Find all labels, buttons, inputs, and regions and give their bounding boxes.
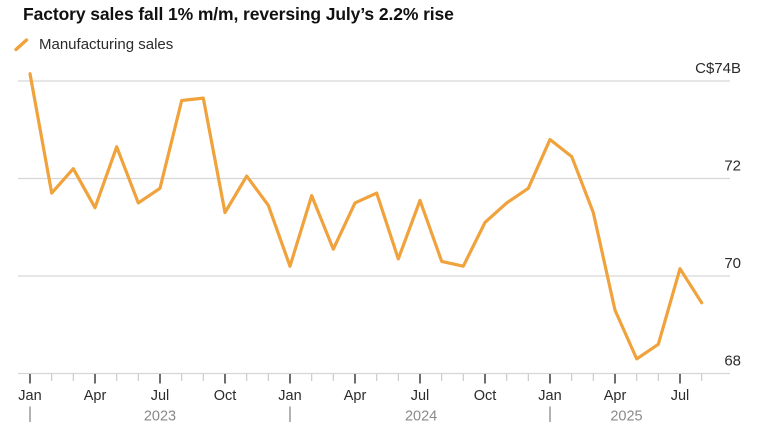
year-label: 2024: [405, 409, 437, 425]
x-tick-label: Jul: [151, 388, 170, 404]
manufacturing-sales-line: [28, 72, 704, 361]
y-axis-label: 72: [724, 158, 741, 175]
y-axis-label: C$74B: [695, 60, 741, 77]
x-tick-label: Apr: [344, 388, 367, 404]
year-label: 2023: [144, 409, 176, 425]
legend: Manufacturing sales: [14, 36, 173, 53]
x-tick-label: Oct: [474, 388, 497, 404]
legend-label: Manufacturing sales: [39, 36, 174, 53]
chart-title: Factory sales fall 1% m/m, reversing Jul…: [23, 4, 454, 24]
y-axis-label: 70: [724, 255, 741, 272]
x-tick-label: Oct: [214, 388, 237, 404]
x-tick-label: Jul: [411, 388, 430, 404]
year-label: 2025: [610, 409, 642, 425]
x-tick-label: Apr: [604, 388, 627, 404]
x-tick-label: Jan: [18, 388, 41, 404]
x-tick-label: Jan: [538, 388, 561, 404]
line-series-icon: [14, 37, 29, 51]
y-axis-label: 68: [724, 353, 741, 370]
x-tick-label: Apr: [84, 388, 107, 404]
x-tick-label: Jan: [278, 388, 301, 404]
x-tick-label: Jul: [671, 388, 690, 404]
